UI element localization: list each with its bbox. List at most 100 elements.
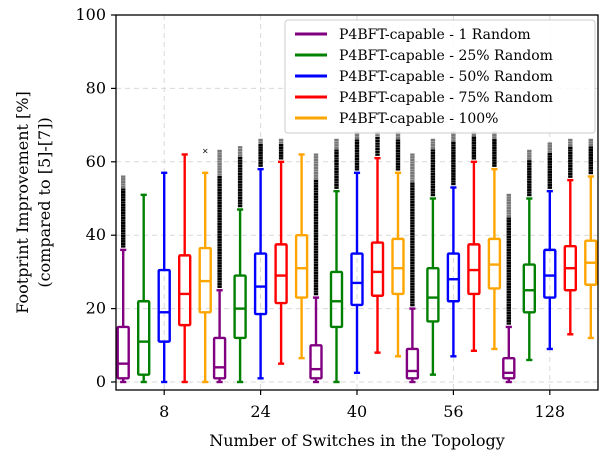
outlier-marker	[506, 196, 511, 199]
outlier-marker	[410, 174, 415, 177]
outlier-marker	[568, 172, 573, 176]
outlier-marker	[410, 293, 415, 296]
box-body	[543, 248, 557, 299]
outlier-marker	[547, 183, 552, 187]
box-body	[253, 252, 268, 316]
series-3-boxes	[157, 131, 557, 384]
outlier-marker	[313, 190, 319, 193]
outlier-marker	[506, 214, 511, 218]
outlier-marker	[258, 143, 263, 147]
outlier-marker	[410, 227, 415, 230]
outlier-marker	[313, 287, 319, 291]
outlier-marker	[217, 217, 222, 221]
outlier-marker	[313, 198, 319, 201]
box-body	[116, 325, 130, 380]
outlier-marker	[375, 145, 380, 148]
outlier-marker	[492, 141, 497, 145]
outlier-marker	[506, 222, 511, 226]
outlier-marker	[410, 179, 415, 183]
outlier-marker	[334, 154, 339, 158]
box-outliers	[258, 138, 263, 167]
outlier-marker	[410, 253, 415, 257]
outlier-marker	[334, 170, 339, 173]
outlier-marker	[313, 250, 319, 254]
outlier-marker	[237, 170, 243, 173]
outlier-marker	[313, 187, 319, 191]
outlier-marker	[588, 156, 593, 159]
outlier-marker	[354, 149, 360, 153]
outlier-marker	[313, 153, 319, 156]
outlier-marker	[588, 143, 593, 147]
outlier-marker	[506, 301, 511, 304]
outlier-marker	[258, 141, 263, 144]
outlier-marker	[121, 214, 126, 217]
outlier-marker	[451, 146, 456, 150]
outlier-marker	[313, 237, 319, 241]
outlier-marker	[217, 202, 222, 205]
outlier-marker	[547, 170, 552, 174]
outlier-marker	[217, 262, 222, 265]
box	[487, 131, 502, 351]
outlier-marker	[313, 158, 319, 162]
outlier-marker	[354, 144, 360, 147]
outlier-marker	[588, 159, 593, 162]
box-body	[329, 270, 344, 329]
outlier-marker	[410, 259, 415, 262]
outlier-marker	[506, 220, 511, 223]
outlier-marker	[410, 296, 415, 299]
outlier-marker	[334, 165, 339, 168]
outlier-marker	[471, 134, 477, 137]
outlier-marker	[217, 256, 222, 260]
box-outliers	[375, 131, 380, 156]
box	[294, 153, 309, 360]
legend-item: P4BFT-capable - 50% Random	[295, 69, 553, 85]
outlier-marker	[506, 199, 511, 202]
outlier-marker	[410, 243, 415, 246]
outlier-marker	[313, 242, 319, 246]
outlier-marker	[278, 154, 284, 157]
outlier-marker	[217, 207, 222, 210]
outlier-marker	[471, 151, 477, 155]
outlier-marker	[313, 211, 319, 214]
outlier-marker	[451, 167, 456, 170]
outlier-marker	[278, 141, 284, 144]
outlier-marker	[471, 136, 477, 139]
outlier-marker	[568, 159, 573, 163]
box	[253, 138, 268, 380]
outlier-marker	[492, 156, 497, 160]
outlier-marker	[258, 149, 263, 152]
outlier-marker	[313, 185, 319, 188]
outlier-marker	[588, 164, 593, 167]
box-outliers	[410, 153, 415, 307]
box-body	[426, 267, 440, 323]
outlier-marker	[375, 150, 380, 154]
outlier-marker	[354, 162, 360, 166]
outlier-marker	[410, 224, 415, 228]
outlier-marker	[588, 151, 593, 154]
outlier-marker	[430, 154, 436, 157]
outlier-marker	[217, 225, 222, 228]
outlier-marker	[410, 177, 415, 180]
outlier-marker	[410, 216, 415, 220]
outlier-marker	[588, 146, 593, 149]
outlier-marker	[410, 235, 415, 238]
outlier-marker	[410, 288, 415, 291]
y-axis-label-line2: (compared to [5]-[7])	[35, 117, 54, 287]
outlier-marker	[217, 275, 222, 278]
box-body	[177, 254, 192, 327]
outlier-marker	[430, 167, 436, 171]
outlier-marker	[237, 188, 243, 192]
x-tick-label: 128	[535, 402, 566, 421]
outlier-marker	[506, 246, 511, 249]
outlier-marker	[258, 164, 263, 167]
y-axis-ticks: 0 20 40 60 80 100	[75, 5, 116, 391]
outlier-marker	[217, 149, 222, 153]
outlier-marker	[313, 161, 319, 164]
outlier-marker	[121, 237, 126, 240]
outlier-marker	[451, 141, 456, 145]
legend-label: P4BFT-capable - 25% Random	[339, 48, 553, 64]
outlier-marker	[492, 144, 497, 147]
outlier-marker	[410, 222, 415, 225]
outlier-marker	[354, 157, 360, 161]
outlier-marker	[430, 159, 436, 163]
